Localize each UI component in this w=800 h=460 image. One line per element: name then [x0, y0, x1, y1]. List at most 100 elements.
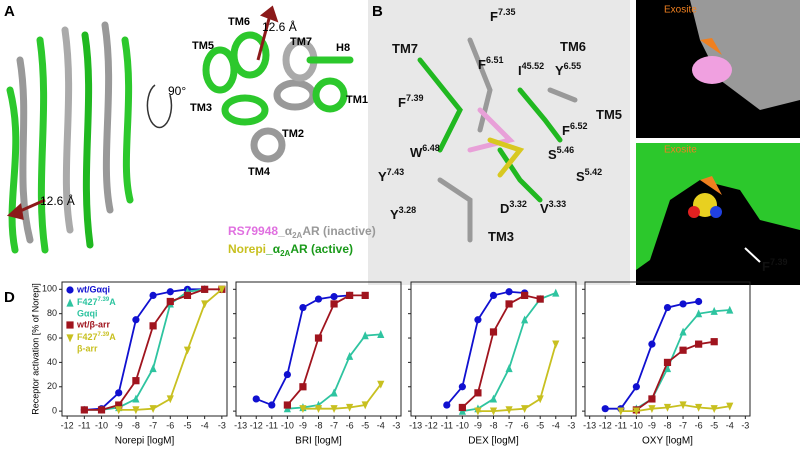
series: [443, 288, 529, 409]
x-tick-label: -3: [741, 420, 749, 430]
helix-label: H8: [336, 42, 350, 54]
legend-prefix: Norepi: [228, 242, 266, 256]
x-tick-label: -9: [299, 420, 307, 430]
legend-suffix: AR (active): [290, 242, 353, 256]
residue-label: Y3.28: [390, 205, 416, 222]
data-point: [346, 403, 354, 412]
data-point: [521, 291, 529, 299]
residue-label: F7.39: [398, 93, 423, 110]
data-point: [361, 401, 369, 410]
residue-label: F6.51: [478, 55, 503, 72]
data-point: [443, 401, 451, 409]
panel-label: C: [640, 3, 651, 20]
data-point: [299, 383, 307, 391]
data-point: [536, 395, 544, 404]
x-tick-label: -9: [474, 420, 482, 430]
panel-label: B: [372, 3, 383, 20]
data-point: [679, 300, 687, 308]
data-point: [505, 288, 513, 296]
distance-label: 12.6 Å: [40, 193, 75, 208]
data-point: [299, 405, 307, 414]
series-line: [605, 300, 699, 410]
data-point: [521, 405, 529, 414]
x-tick-label: -12: [61, 420, 74, 430]
data-point: [710, 338, 718, 346]
data-point: [166, 395, 174, 404]
label-base: S: [548, 147, 557, 162]
data-point: [201, 300, 209, 309]
label-sup: 3.28: [399, 205, 417, 215]
label-base: V: [540, 201, 549, 216]
label-base: S: [576, 169, 585, 184]
legend-sub: 2A: [292, 231, 302, 240]
residue-label: TM7: [392, 41, 418, 56]
x-tick-label: -7: [679, 420, 687, 430]
data-point: [80, 406, 88, 414]
data-point: [149, 405, 157, 414]
plot-frame: [584, 281, 751, 417]
label-base: TM7: [392, 41, 418, 56]
x-axis-label: OXY [logM]: [642, 436, 693, 447]
data-point: [663, 403, 672, 412]
arrows-a: [6, 5, 279, 221]
y-tick-label: 100: [42, 284, 57, 294]
data-point: [695, 297, 703, 306]
data-point: [710, 405, 718, 414]
label-sup: 6.52: [570, 121, 588, 131]
x-tick-label: -7: [149, 420, 157, 430]
x-tick-label: -5: [710, 420, 718, 430]
label-base: F: [398, 95, 406, 110]
data-point: [183, 291, 192, 299]
x-tick-label: -6: [521, 420, 529, 430]
data-point: [149, 322, 157, 330]
y-tick-label: 60: [47, 332, 57, 342]
x-tick-label: -8: [663, 420, 671, 430]
series-line: [287, 333, 381, 410]
data-point: [283, 401, 291, 409]
exosite-arrow: [700, 38, 722, 55]
data-point: [489, 394, 498, 403]
x-tick-label: -11: [78, 420, 90, 430]
label-sup: 7.39: [406, 93, 424, 103]
data-point: [299, 303, 307, 312]
x-tick-label: -12: [425, 420, 438, 430]
label-base: TM6: [560, 39, 586, 54]
helix-label: TM7: [290, 36, 312, 48]
data-point: [663, 358, 672, 366]
series: [458, 291, 544, 412]
panel-label: D: [4, 289, 15, 306]
x-axis-label: Norepi [logM]: [115, 436, 175, 447]
x-tick-label: -11: [441, 420, 453, 430]
data-point: [726, 402, 734, 411]
x-tick-label: -9: [648, 420, 656, 430]
data-point: [314, 295, 323, 303]
label-base: TM3: [488, 229, 514, 244]
legend-label: wt/Gαqi: [76, 284, 110, 294]
x-tick-label: -13: [409, 420, 422, 430]
x-axis-label: DEX [logM]: [468, 436, 519, 447]
data-point: [474, 389, 482, 397]
helix-label: TM2: [282, 128, 304, 140]
data-point: [648, 340, 656, 348]
surface-bottom: [636, 143, 800, 270]
label-sup: 6.51: [486, 55, 504, 65]
x-tick-label: -9: [115, 420, 123, 430]
x-tick-label: -5: [361, 420, 369, 430]
legend-suffix: AR (inactive): [302, 224, 375, 238]
data-point: [377, 380, 385, 389]
atom: [688, 206, 700, 218]
residue-label: I45.52: [518, 61, 544, 78]
structure-legend: RS79948_α2AAR (inactive): [228, 224, 376, 240]
data-point: [632, 383, 640, 391]
data-point: [552, 340, 560, 349]
panel-label: A: [4, 3, 15, 20]
surface-top: [690, 0, 800, 110]
residue-label: TM6: [560, 39, 586, 54]
y-tick-label: 40: [47, 357, 57, 367]
legend-marker: [66, 298, 74, 307]
data-point: [183, 346, 192, 355]
residue-label: Y6.55: [555, 61, 581, 78]
x-axis-label: BRI [logM]: [295, 436, 342, 447]
label-base: Y: [555, 63, 564, 78]
data-point: [617, 407, 625, 416]
